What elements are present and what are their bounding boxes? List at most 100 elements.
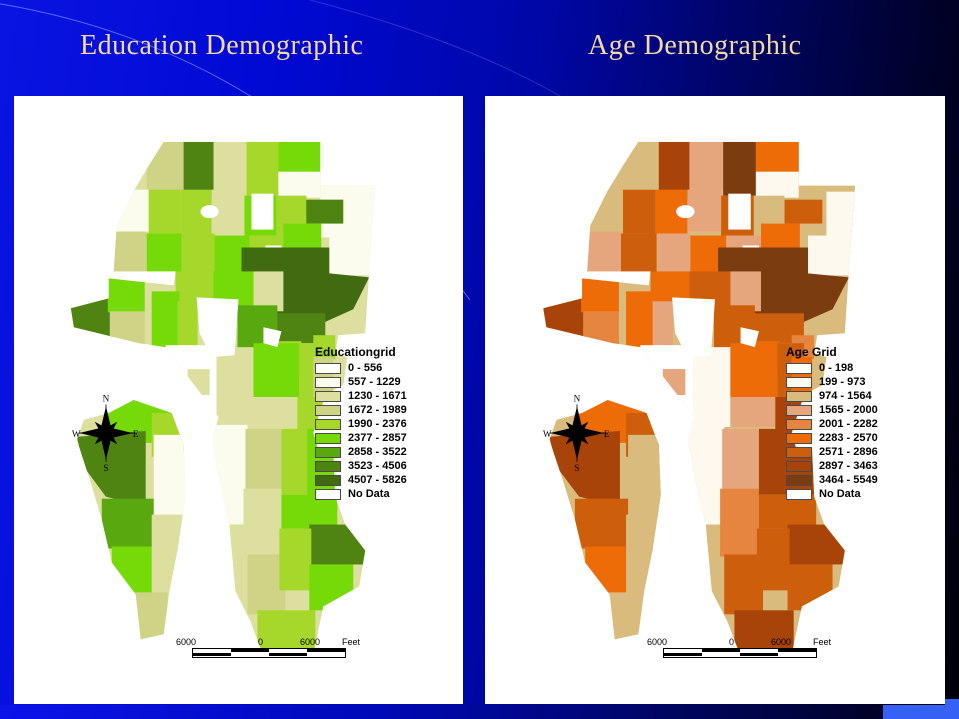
tract-cell (658, 141, 690, 198)
legend-swatch (315, 418, 341, 430)
tract-cell (652, 301, 674, 352)
bottom-accent-bar (0, 705, 959, 719)
tract-cell (755, 171, 799, 198)
legend-swatch (786, 474, 812, 486)
tract-cell (283, 223, 322, 250)
lake-water (676, 205, 695, 219)
scale-label: Feet (813, 637, 832, 647)
legend-label: No Data (819, 488, 861, 500)
tract-cell (656, 233, 691, 274)
tract-cell (109, 311, 145, 345)
legend-row: 2897 - 3463 (786, 459, 934, 473)
tract-cell (146, 233, 182, 274)
legend-label: 2858 - 3522 (348, 446, 407, 458)
legend-rows: 0 - 556 557 - 1229 1230 - 1671 1672 - 1989 1… (315, 361, 463, 501)
legend-row: 1672 - 1989 (315, 403, 463, 417)
legend-swatch (315, 488, 341, 500)
water-area (196, 297, 239, 358)
tract-cell (574, 498, 629, 549)
legend-label: 4507 - 5826 (348, 474, 407, 486)
tract-cell (787, 564, 833, 611)
age-map-panel: N W E S Age Grid 0 - 198 199 - 973 974 - 1… (485, 96, 945, 704)
tract-cell (626, 291, 655, 350)
tract-cell (216, 347, 255, 427)
legend-label: 1990 - 2376 (348, 418, 407, 430)
svg-text:S: S (574, 463, 579, 472)
tract-cell (187, 369, 210, 396)
tract-cell (692, 347, 732, 427)
tract-cell (146, 141, 187, 196)
tract-cell (309, 524, 368, 565)
legend-swatch (786, 432, 812, 444)
legend-swatch (786, 418, 812, 430)
legend-swatch (315, 362, 341, 374)
tract-cell (247, 554, 286, 615)
legend-label: 1672 - 1989 (348, 404, 407, 416)
tract-cell (151, 291, 180, 350)
slide-title-education: Education Demographic (80, 30, 364, 61)
tract-cell (722, 428, 761, 491)
legend-label: 0 - 556 (348, 362, 383, 374)
scale-bar-labels: 6000 0 6000 Feet (174, 637, 374, 648)
legend-row: No Data (786, 487, 934, 501)
tract-cell (76, 430, 146, 507)
tract-cell (253, 397, 300, 427)
legend-label: 0 - 198 (819, 362, 854, 374)
scale-label: 6000 (300, 637, 321, 647)
tract-cell (253, 343, 300, 400)
legend-swatch (315, 460, 341, 472)
legend-row: 4507 - 5826 (315, 473, 463, 487)
legend-row: 0 - 198 (786, 361, 934, 375)
legend-row: 1565 - 2000 (786, 403, 934, 417)
bottom-corner-highlight (945, 699, 959, 719)
tract-cell (183, 141, 214, 198)
tract-cell (581, 278, 619, 313)
legend-row: 2858 - 3522 (315, 445, 463, 459)
tract-cell (549, 430, 620, 507)
legend-swatch (786, 390, 812, 402)
scale-label: 6000 (176, 637, 197, 647)
map-legend: Educationgrid 0 - 556 557 - 1229 1230 - 16… (315, 345, 463, 501)
legend-row: 1990 - 2376 (315, 417, 463, 431)
compass-rose-icon: N W E S (543, 393, 610, 472)
tract-cell (583, 311, 619, 345)
tract-cell (177, 301, 198, 352)
tract-cell (329, 235, 376, 276)
scale-bar: 6000 0 6000 Feet (645, 637, 845, 661)
scale-bar-labels: 6000 0 6000 Feet (645, 637, 845, 648)
tract-cell (626, 514, 661, 595)
svg-text:N: N (103, 393, 110, 403)
scale-bar-graphic (663, 648, 817, 658)
legend-label: 2001 - 2282 (819, 418, 878, 430)
tract-cell (720, 488, 761, 557)
svg-text:N: N (574, 393, 581, 403)
scale-label: 6000 (647, 637, 668, 647)
tract-cell (113, 189, 149, 232)
slide-title-age: Age Demographic (588, 30, 802, 61)
legend-title: Age Grid (786, 345, 837, 359)
legend-row: 2377 - 2857 (315, 431, 463, 445)
legend-swatch (786, 404, 812, 416)
tract-cell (246, 141, 279, 196)
legend-swatch (786, 488, 812, 500)
legend-row: 3523 - 4506 (315, 459, 463, 473)
tract-cell (279, 528, 312, 591)
scale-label: 0 (729, 637, 735, 647)
svg-text:W: W (72, 429, 81, 439)
tract-cell (278, 141, 321, 172)
tract-cell (213, 141, 247, 190)
bottom-bar-highlight (883, 705, 959, 719)
tract-cell (347, 191, 376, 238)
legend-swatch (786, 362, 812, 374)
legend-swatch (315, 474, 341, 486)
legend-swatch (315, 432, 341, 444)
legend-label: 3464 - 5549 (819, 474, 878, 486)
legend-title: Educationgrid (315, 345, 396, 359)
legend-swatch (315, 376, 341, 388)
lake-water (200, 205, 219, 219)
tract-cell (101, 498, 154, 549)
tract-cell (756, 528, 790, 591)
tract-cell (148, 189, 181, 234)
tract-cell (761, 223, 800, 250)
